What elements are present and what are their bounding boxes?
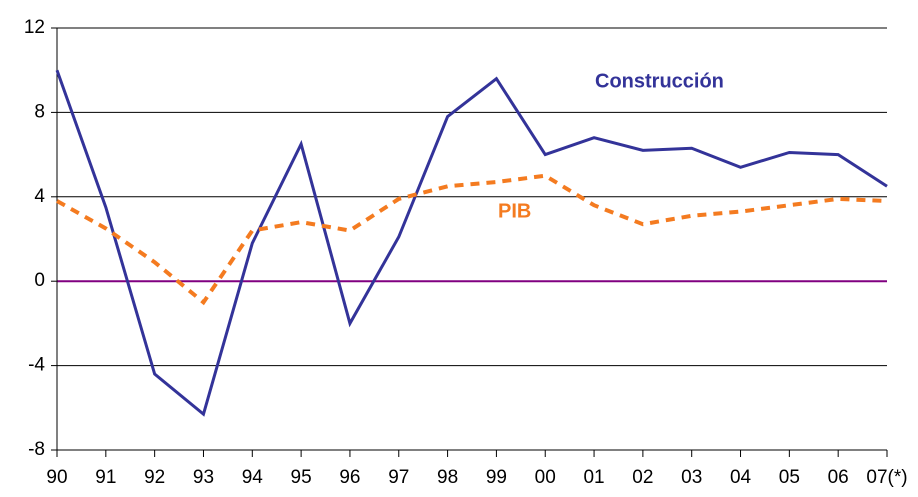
- y-tick-label: 12: [24, 17, 45, 38]
- x-tick-label: 96: [339, 467, 360, 488]
- x-tick-label: 99: [486, 467, 507, 488]
- x-tick-label: 03: [681, 467, 702, 488]
- y-tick-label: 4: [34, 186, 45, 207]
- x-tick-label: 92: [144, 467, 165, 488]
- x-tick-label: 01: [583, 467, 604, 488]
- x-tick-label: 90: [46, 467, 67, 488]
- x-tick-label: 97: [388, 467, 409, 488]
- x-tick-label: 91: [95, 467, 116, 488]
- y-tick-label: 0: [34, 270, 45, 291]
- x-tick-label: 98: [437, 467, 458, 488]
- x-tick-label: 93: [193, 467, 214, 488]
- series-label: PIB: [498, 200, 531, 222]
- x-tick-label: 00: [535, 467, 556, 488]
- x-tick-label: 06: [828, 467, 849, 488]
- y-tick-label: -4: [28, 355, 45, 376]
- y-tick-label: 8: [34, 101, 45, 122]
- x-tick-label: 04: [730, 467, 752, 488]
- x-tick-label: 02: [632, 467, 653, 488]
- y-tick-label: -8: [28, 439, 45, 460]
- x-tick-label: 94: [242, 467, 264, 488]
- x-tick-label: 07(*): [866, 467, 907, 488]
- x-tick-label: 95: [291, 467, 312, 488]
- series-line: [55, 69, 888, 417]
- series-label: Construcción: [595, 70, 724, 92]
- series-line: [56, 173, 888, 306]
- x-tick-label: 05: [779, 467, 800, 488]
